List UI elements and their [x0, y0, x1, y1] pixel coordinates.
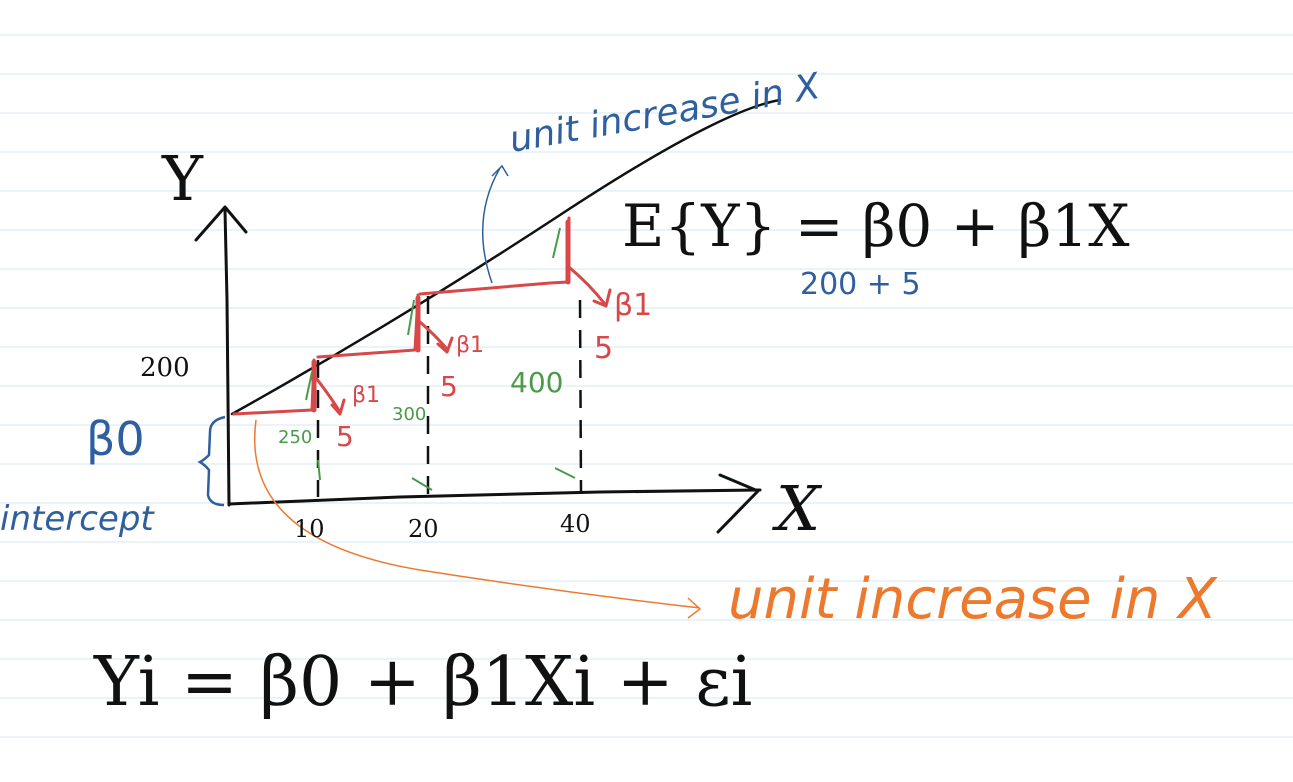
- slope-value-3: 5: [594, 331, 613, 366]
- unit-increase-top: unit increase in X: [506, 66, 824, 161]
- step-2: [316, 293, 420, 359]
- x-axis-label: X: [772, 472, 823, 545]
- arrow-1: [314, 376, 346, 416]
- green-marks: [305, 227, 576, 491]
- beta0-label: β0: [86, 412, 145, 466]
- point-value-300: 300: [392, 404, 426, 425]
- point-value-250: 250: [278, 427, 312, 448]
- x-axis-line: [227, 488, 762, 506]
- x-tick-20: 20: [408, 515, 439, 543]
- example-values: 200 + 5: [800, 267, 921, 302]
- x-tick-10: 10: [294, 515, 325, 543]
- beta1-step-3: β1: [614, 288, 652, 323]
- orange-curve-arrow: [254, 419, 702, 619]
- y-axis-line: [223, 208, 231, 507]
- slope-value-1: 5: [336, 420, 354, 453]
- point-value-400: 400: [510, 366, 563, 399]
- arrow-3: [568, 266, 612, 308]
- guide-40: [578, 299, 583, 492]
- axes: [194, 205, 762, 534]
- beta1-step-2: β1: [456, 333, 484, 358]
- x-tick-40: 40: [560, 510, 591, 538]
- arrow-2: [418, 320, 454, 354]
- beta1-step-1: β1: [352, 383, 380, 408]
- y-axis-arrowhead: [194, 205, 248, 242]
- regression-line: [230, 98, 782, 416]
- slope-value-2: 5: [440, 370, 458, 403]
- intercept-brace: [197, 415, 226, 507]
- regression-equation: E{Y} = β0 + β1X: [622, 192, 1130, 260]
- red-steps: [232, 216, 612, 416]
- intercept-label: intercept: [0, 499, 155, 539]
- x-axis-arrowhead: [716, 473, 760, 534]
- model-equation: Yi = β0 + β1Xi + εi: [93, 643, 752, 722]
- blue-curve-arrow: [481, 164, 509, 284]
- y-tick-200: 200: [140, 353, 190, 383]
- unit-increase-bottom: unit increase in X: [728, 567, 1218, 632]
- y-axis-label: Y: [161, 142, 204, 215]
- ruled-lines: [0, 34, 1293, 738]
